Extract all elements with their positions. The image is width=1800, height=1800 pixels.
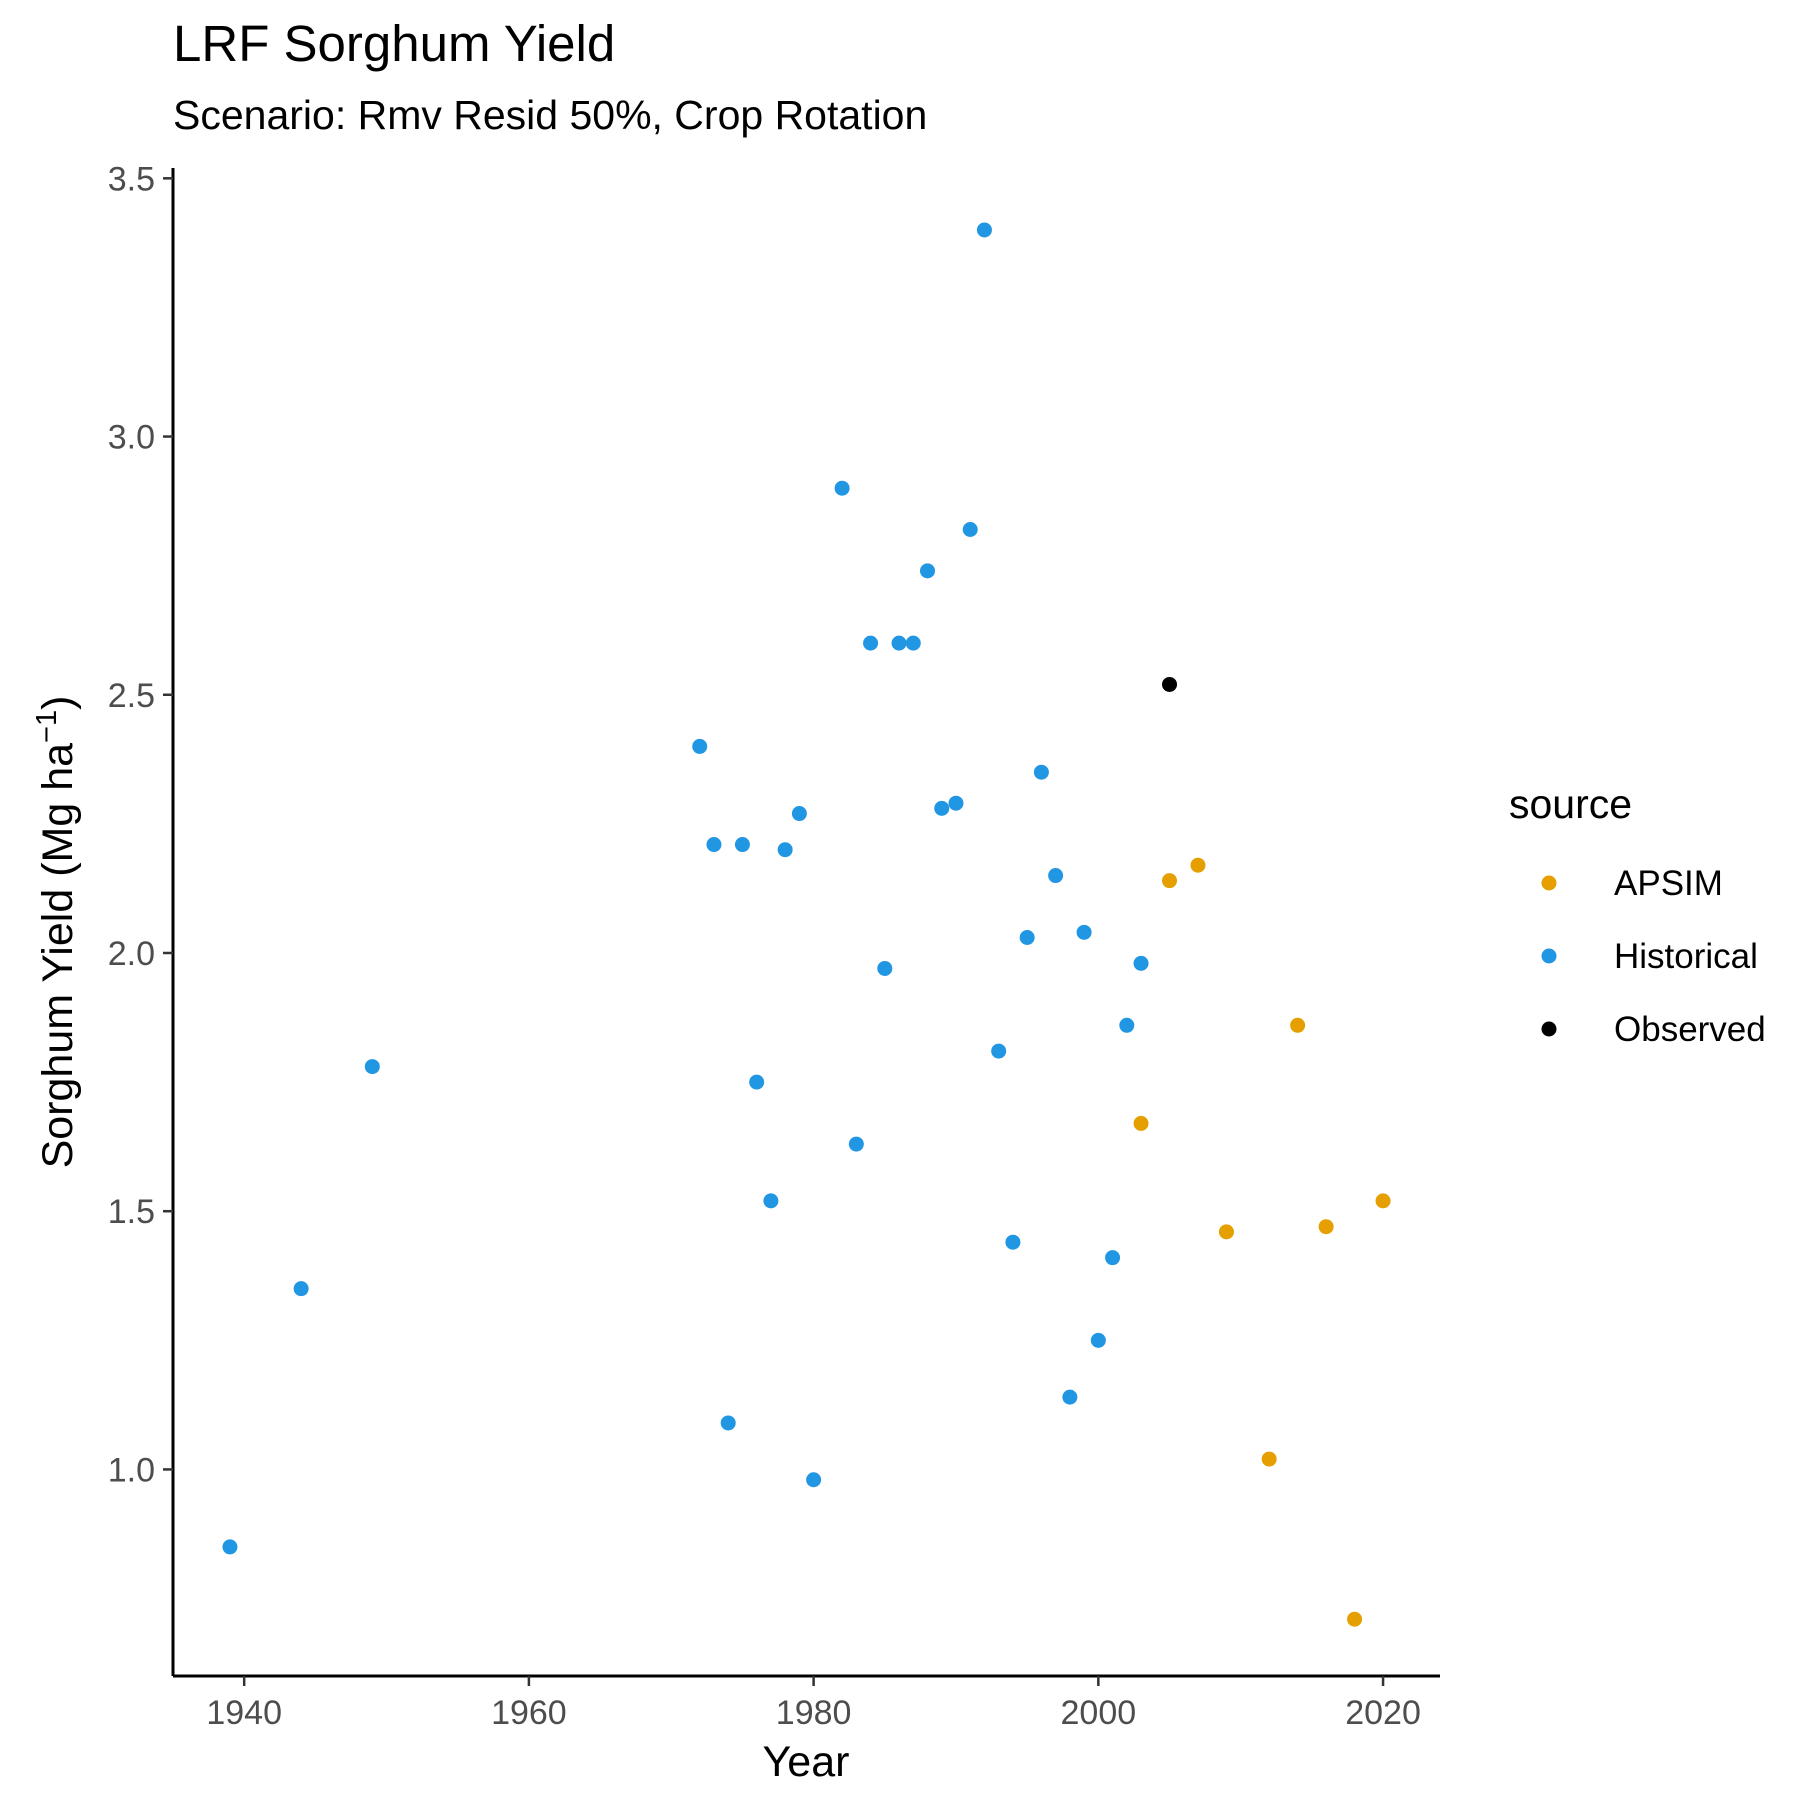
historical-point (1019, 929, 1035, 945)
apsim-point (1375, 1193, 1391, 1209)
apsim-point (1218, 1224, 1234, 1240)
axes: 1940 1960 1980 2000 2020 1.0 1.5 2.0 2.5 3.0 3.5 (108, 160, 1440, 1732)
legend-key-apsim (1541, 875, 1557, 891)
historical-point (1105, 1250, 1121, 1266)
historical-point (720, 1415, 736, 1431)
historical-point (934, 800, 950, 816)
historical-point (763, 1193, 779, 1209)
y-tick-label: 1.0 (108, 1451, 155, 1489)
historical-point (834, 480, 850, 496)
x-tick-label: 2000 (1061, 1694, 1137, 1732)
historical-point (364, 1059, 380, 1075)
y-tick-label: 3.0 (108, 419, 155, 457)
y-axis-title-close: ) (34, 696, 82, 710)
legend-title: source (1509, 781, 1632, 827)
legend: source APSIM Historical Observed (1509, 781, 1766, 1049)
x-tick-label: 2020 (1345, 1694, 1421, 1732)
historical-point (1076, 924, 1092, 940)
y-axis-title-main: Sorghum Yield (Mg ha (34, 743, 82, 1169)
historical-point (692, 738, 708, 754)
historical-point (806, 1472, 822, 1488)
historical-point (962, 522, 978, 538)
y-tick-label: 3.5 (108, 160, 155, 198)
legend-key-observed (1541, 1021, 1557, 1037)
historical-point (848, 1136, 864, 1152)
historical-point (891, 635, 907, 651)
x-tick-label: 1960 (491, 1694, 567, 1732)
y-tick-label: 2.5 (108, 677, 155, 715)
apsim-point (1162, 873, 1178, 889)
x-tick-label: 1980 (776, 1694, 852, 1732)
observed-point (1162, 676, 1178, 692)
apsim-point (1347, 1611, 1363, 1627)
historical-point (920, 563, 936, 579)
apsim-point (1318, 1219, 1334, 1235)
apsim-point (1261, 1451, 1277, 1467)
historical-point (1119, 1017, 1135, 1033)
x-axis-title: Year (763, 1738, 850, 1786)
legend-label-observed: Observed (1614, 1010, 1766, 1049)
historical-point (1005, 1234, 1021, 1250)
data-points (222, 222, 1391, 1627)
apsim-point (1133, 1115, 1149, 1131)
y-tick-label: 2.0 (108, 935, 155, 973)
historical-point (1090, 1332, 1106, 1348)
chart-subtitle: Scenario: Rmv Resid 50%, Crop Rotation (173, 92, 928, 138)
historical-point (1033, 764, 1049, 780)
legend-label-apsim: APSIM (1614, 864, 1723, 903)
historical-point (1133, 955, 1149, 971)
historical-point (734, 837, 750, 853)
historical-point (863, 635, 879, 651)
historical-point (706, 837, 722, 853)
historical-point (1048, 868, 1064, 884)
legend-label-historical: Historical (1614, 937, 1758, 976)
y-tick-label: 1.5 (108, 1193, 155, 1231)
apsim-point (1190, 857, 1206, 873)
y-axis-title-superscript: −1 (31, 710, 63, 743)
historical-point (791, 806, 807, 822)
historical-point (777, 842, 793, 858)
legend-key-historical (1541, 948, 1557, 964)
x-tick-label: 1940 (206, 1694, 282, 1732)
historical-point (948, 795, 964, 811)
historical-point (877, 960, 893, 976)
historical-point (991, 1043, 1007, 1059)
apsim-point (1290, 1017, 1306, 1033)
historical-point (976, 222, 992, 238)
historical-point (905, 635, 921, 651)
historical-point (293, 1281, 309, 1297)
historical-point (222, 1539, 238, 1555)
historical-point (1062, 1389, 1078, 1405)
chart-title: LRF Sorghum Yield (173, 15, 616, 72)
y-axis-title: Sorghum Yield (Mg ha−1) (31, 696, 82, 1169)
historical-point (749, 1074, 765, 1090)
